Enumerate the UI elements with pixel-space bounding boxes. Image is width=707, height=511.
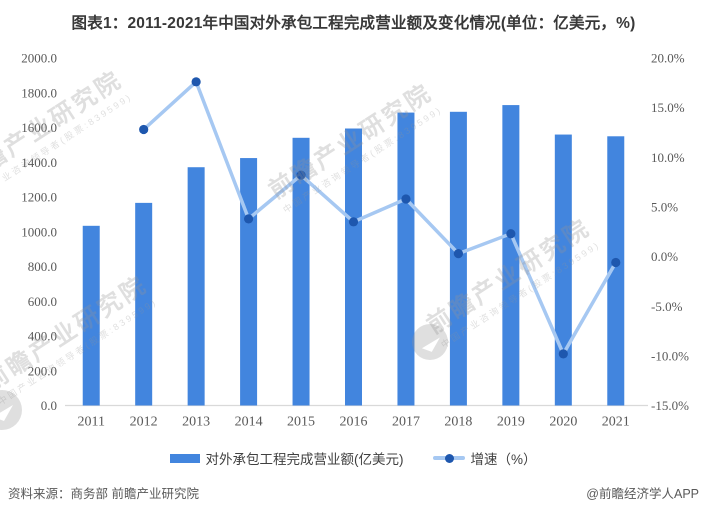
bar-2018 xyxy=(449,111,467,406)
left-axis-tick-label: 0.0 xyxy=(41,398,57,413)
left-axis-tick-label: 1200.0 xyxy=(21,190,57,205)
bar-2016 xyxy=(345,128,362,406)
bar-2019 xyxy=(502,105,520,406)
left-axis-tick-label: 1800.0 xyxy=(21,85,57,100)
growth-marker xyxy=(453,248,464,259)
growth-marker xyxy=(139,124,149,135)
line-series-swatch-icon xyxy=(433,453,466,463)
left-axis-tick-label: 800.0 xyxy=(28,259,57,274)
left-axis-tick-label: 400.0 xyxy=(28,329,57,344)
chart-title: 图表1：2011-2021年中国对外承包工程完成营业额及变化情况(单位：亿美元，… xyxy=(71,15,636,32)
x-axis-label: 2012 xyxy=(130,415,158,430)
bar-2020 xyxy=(554,134,572,406)
growth-marker xyxy=(506,229,516,239)
legend-label-growth: 增速（%） xyxy=(470,452,537,467)
watermark-logo-icon xyxy=(0,390,22,430)
credit-text: @前瞻经济学人APP xyxy=(586,487,699,501)
bar-2013 xyxy=(187,167,205,406)
left-axis-tick-label: 600.0 xyxy=(28,294,57,309)
right-axis-tick-label: -5.0% xyxy=(651,299,683,314)
left-axis-tick-label: 200.0 xyxy=(28,363,57,378)
x-axis-label: 2017 xyxy=(392,415,420,430)
growth-marker xyxy=(296,170,306,180)
right-axis-tick-label: 10.0% xyxy=(651,150,685,165)
growth-marker xyxy=(191,77,201,87)
x-axis-label: 2021 xyxy=(602,415,630,430)
legend-label-revenue: 对外承包工程完成营业额(亿美元) xyxy=(205,452,404,467)
x-axis-label: 2018 xyxy=(444,415,472,430)
left-axis-tick-label: 1600.0 xyxy=(21,120,57,135)
x-axis-label: 2013 xyxy=(182,415,210,430)
right-axis-tick-label: -15.0% xyxy=(651,398,689,413)
chart-legend: 对外承包工程完成营业额(亿美元) 增速（%） xyxy=(0,447,707,469)
growth-line xyxy=(141,80,618,356)
chart-footer: 资料来源：商务部 前瞻产业研究院 @前瞻经济学人APP xyxy=(8,483,699,502)
watermark-logo-icon xyxy=(412,324,448,360)
bar-2011 xyxy=(82,225,100,406)
legend-item-growth: 增速（%） xyxy=(433,448,537,468)
bar-2012 xyxy=(135,202,153,406)
bar-2017 xyxy=(397,112,415,406)
bar-2014 xyxy=(240,158,258,406)
legend-item-revenue: 对外承包工程完成营业额(亿美元) xyxy=(170,448,403,468)
x-axis-label: 2020 xyxy=(549,415,577,430)
right-axis-tick-label: 0.0% xyxy=(651,249,678,264)
bar-2021 xyxy=(607,136,625,406)
growth-marker xyxy=(611,257,621,268)
right-axis-tick-label: -10.0% xyxy=(651,348,689,363)
growth-marker xyxy=(558,349,568,359)
x-axis-label: 2019 xyxy=(497,415,525,430)
growth-marker xyxy=(401,194,411,204)
left-axis-tick-label: 2000.0 xyxy=(21,51,57,66)
x-axis-label: 2016 xyxy=(340,415,368,430)
watermark-text: 前瞻产业研究院 xyxy=(0,270,153,396)
x-axis-label: 2011 xyxy=(77,415,104,430)
bar-series-swatch-icon xyxy=(170,453,201,463)
source-text: 资料来源：商务部 前瞻产业研究院 xyxy=(8,487,199,501)
left-axis-tick-label: 1000.0 xyxy=(21,224,57,239)
bar-2015 xyxy=(292,137,310,406)
right-axis-tick-label: 5.0% xyxy=(651,199,678,214)
left-axis-tick-label: 1400.0 xyxy=(21,155,57,170)
x-axis-label: 2015 xyxy=(287,415,315,430)
x-axis-label: 2014 xyxy=(235,415,263,430)
right-axis-tick-label: 20.0% xyxy=(651,51,685,66)
right-axis-tick-label: 15.0% xyxy=(651,100,685,115)
growth-marker xyxy=(243,214,254,224)
growth-marker xyxy=(348,217,359,227)
line-series-dot-icon xyxy=(444,453,454,463)
